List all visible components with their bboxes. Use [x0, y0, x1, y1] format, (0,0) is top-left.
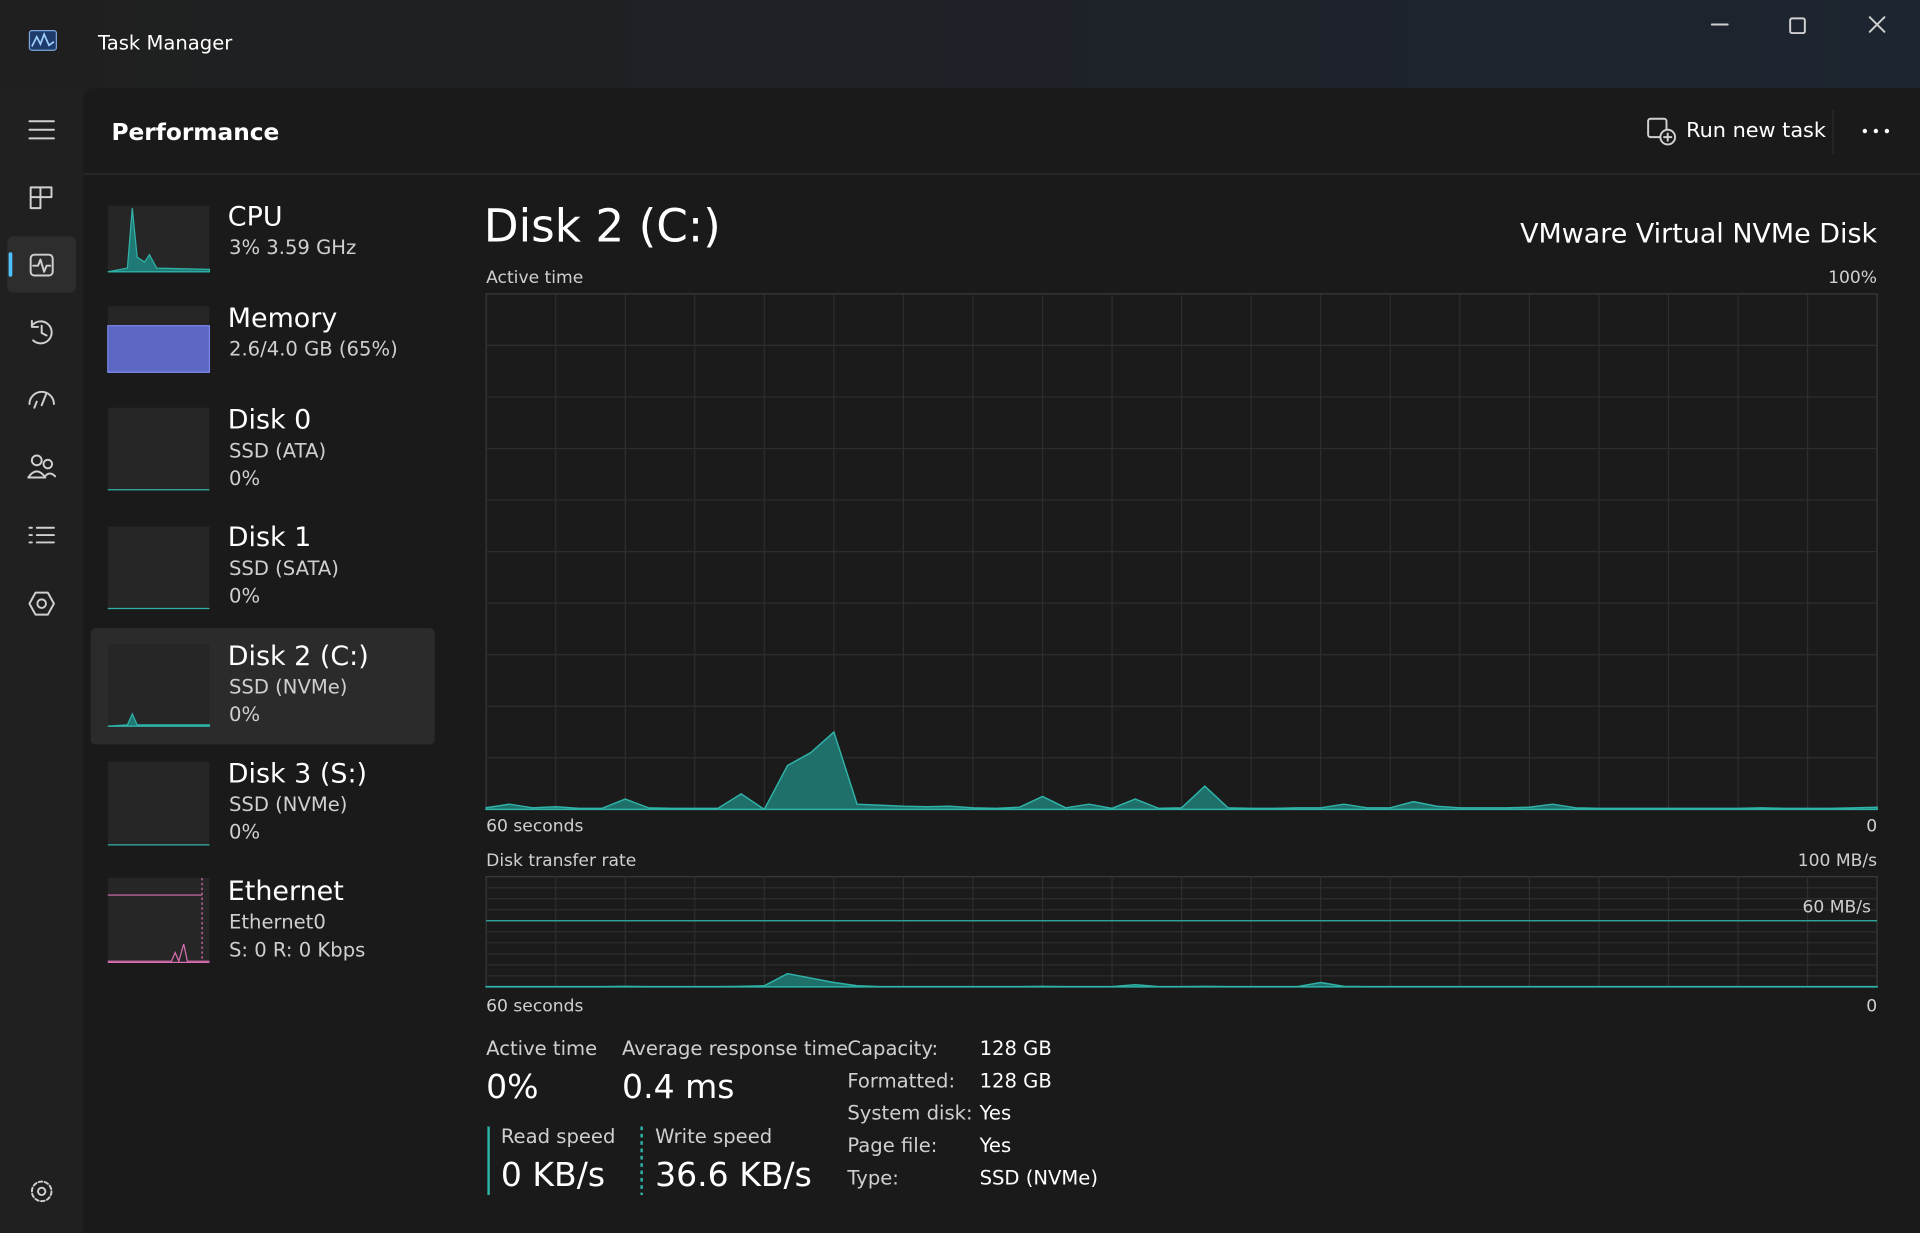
sidebar-item-name: Disk 1: [228, 522, 312, 553]
property-label: Capacity:: [847, 1037, 938, 1060]
sidebar-item[interactable]: Ethernet Ethernet0 S: 0 R: 0 Kbps: [107, 876, 366, 964]
app-history-nav[interactable]: [30, 319, 53, 345]
close-button[interactable]: [1846, 0, 1919, 49]
disk-model: VMware Virtual NVMe Disk: [1520, 219, 1877, 250]
sidebar-item[interactable]: Disk 0 SSD (ATA) 0%: [107, 405, 326, 491]
property-label: Formatted:: [847, 1069, 955, 1092]
speed-value: 36.6 KB/s: [655, 1155, 812, 1194]
thumbnail: [107, 205, 210, 272]
stat-value: 0%: [486, 1067, 538, 1106]
services-nav[interactable]: [28, 591, 55, 616]
sidebar-item-detail: 3% 3.59 GHz: [229, 236, 356, 259]
sidebar-item-name: Disk 2 (C:): [228, 641, 369, 672]
time-start-label: 60 seconds: [486, 816, 583, 836]
property-label: Page file:: [847, 1134, 937, 1157]
sidebar-item-detail: S: 0 R: 0 Kbps: [229, 938, 365, 961]
sidebar-item-detail: SSD (ATA): [229, 439, 326, 462]
time-end-label: 0: [1866, 816, 1877, 836]
sidebar-item-detail: 0%: [229, 821, 260, 844]
thumbnail: [107, 761, 210, 845]
sidebar-item-detail: 0%: [229, 703, 260, 726]
app-icon: [28, 29, 57, 51]
run-new-task-button[interactable]: Run new task: [1635, 108, 1826, 155]
property-value: 128 GB: [980, 1069, 1052, 1092]
nav-selected-indicator: [8, 252, 13, 277]
sidebar-item-detail: Ethernet0: [229, 911, 326, 934]
graph-area: [485, 972, 1878, 988]
sidebar-item-detail: SSD (NVMe): [229, 676, 347, 699]
details-nav[interactable]: [28, 526, 55, 544]
time-end-label: 0: [1866, 996, 1877, 1016]
property-label: Type:: [846, 1167, 899, 1190]
speed-label: Write speed: [655, 1125, 772, 1148]
sidebar-item-detail: 2.6/4.0 GB (65%): [229, 338, 398, 361]
sidebar-item-name: Ethernet: [228, 876, 344, 907]
sidebar-item-name: Memory: [228, 303, 338, 334]
thumbnail-fill: [107, 325, 211, 373]
sidebar-item[interactable]: CPU 3% 3.59 GHz: [107, 201, 356, 273]
disk-title: Disk 2 (C:): [484, 199, 721, 252]
thumbnail: [107, 526, 210, 609]
reference-label: 60 MB/s: [1803, 897, 1872, 917]
sidebar-item[interactable]: Memory 2.6/4.0 GB (65%): [107, 303, 398, 373]
stat-label: Average response time: [622, 1037, 848, 1060]
graph-label: Disk transfer rate: [486, 851, 636, 871]
performance-nav[interactable]: [29, 253, 54, 277]
stat-label: Active time: [486, 1037, 597, 1060]
sidebar-item[interactable]: Disk 2 (C:) SSD (NVMe) 0%: [107, 641, 369, 727]
time-start-label: 60 seconds: [486, 996, 583, 1016]
speed-value: 0 KB/s: [501, 1155, 605, 1194]
sidebar-item-detail: SSD (SATA): [229, 557, 339, 580]
graph-max-label: 100 MB/s: [1798, 851, 1877, 871]
sidebar-item[interactable]: Disk 1 SSD (SATA) 0%: [107, 522, 339, 610]
thumbnail: [107, 877, 210, 963]
thumbnail-fill: [107, 208, 211, 273]
thumbnail: [107, 644, 210, 727]
property-label: System disk:: [847, 1102, 972, 1125]
sidebar-item-name: Disk 3 (S:): [228, 759, 367, 790]
window-title: Task Manager: [97, 32, 233, 55]
sidebar-item-detail: 0%: [229, 584, 260, 607]
sidebar-item-name: Disk 0: [228, 405, 312, 436]
more-options-button[interactable]: [1862, 128, 1890, 134]
sidebar-item[interactable]: Disk 3 (S:) SSD (NVMe) 0%: [107, 759, 367, 846]
maximize-button[interactable]: [1768, 0, 1829, 49]
property-value: Yes: [979, 1102, 1012, 1125]
settings-nav[interactable]: [30, 1180, 53, 1203]
sidebar-item-detail: SSD (NVMe): [229, 793, 347, 816]
run-new-task-label: Run new task: [1686, 118, 1826, 142]
property-value: SSD (NVMe): [980, 1167, 1098, 1190]
minimize-button[interactable]: [1690, 0, 1751, 49]
stat-value: 0.4 ms: [622, 1067, 734, 1106]
graph-area: [485, 730, 1878, 811]
menu-button[interactable]: [28, 120, 55, 140]
sidebar-item-detail: 0%: [229, 467, 260, 490]
startup-apps-nav[interactable]: [28, 390, 55, 409]
speed-label: Read speed: [501, 1125, 616, 1148]
thumbnail: [107, 407, 210, 490]
sidebar-item-name: CPU: [228, 201, 283, 232]
page-title: Performance: [111, 119, 279, 146]
property-value: 128 GB: [980, 1037, 1052, 1060]
graph-label: Active time: [486, 268, 583, 288]
users-nav[interactable]: [27, 454, 57, 479]
property-value: Yes: [979, 1134, 1012, 1157]
processes-nav[interactable]: [29, 186, 53, 210]
graph-max-label: 100%: [1828, 268, 1877, 288]
thumbnail-fill: [107, 943, 210, 964]
